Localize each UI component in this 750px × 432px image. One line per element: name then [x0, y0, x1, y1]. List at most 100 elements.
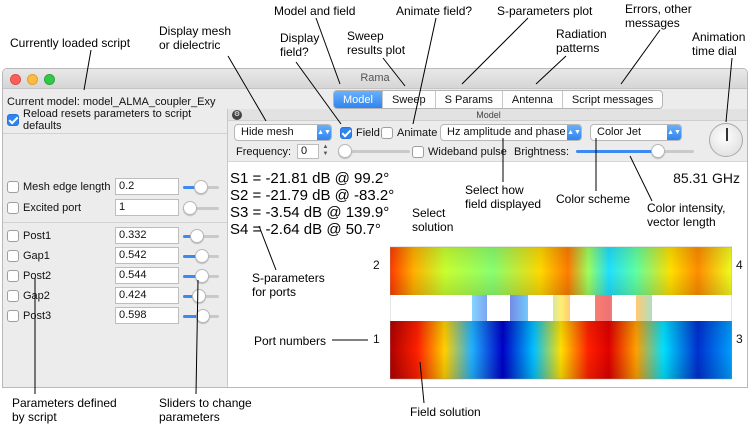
- tab-s-params[interactable]: S Params: [436, 91, 503, 108]
- param-label: Post3: [23, 310, 52, 322]
- port-number: 3: [736, 332, 743, 346]
- frequency-slider-knob[interactable]: [338, 144, 352, 158]
- wideband-label: Wideband pulse: [428, 145, 507, 158]
- post: [390, 295, 472, 321]
- param-slider[interactable]: [183, 201, 219, 215]
- param-value-field[interactable]: 0.544: [115, 267, 179, 284]
- tab-antenna[interactable]: Antenna: [503, 91, 563, 108]
- frequency-readout: 85.31 GHz: [673, 170, 740, 186]
- param-value-field[interactable]: 0.2: [115, 178, 179, 195]
- frequency-input[interactable]: 0: [297, 144, 320, 159]
- param-checkbox[interactable]: [7, 290, 19, 302]
- animate-toggle[interactable]: Animate: [381, 124, 437, 141]
- param-slider-knob[interactable]: [194, 249, 209, 263]
- annotation-port-numbers: Port numbers: [254, 334, 327, 348]
- dial-pointer: [726, 128, 728, 141]
- param-slider-knob[interactable]: [192, 289, 207, 303]
- param-row[interactable]: Gap1: [7, 248, 115, 264]
- param-checkbox[interactable]: [7, 181, 19, 193]
- annotation-select-how: Select how field displayed: [465, 183, 542, 211]
- param-checkbox[interactable]: [7, 202, 19, 214]
- s-param-line: S4 = -2.64 dB @ 50.7°: [230, 221, 381, 238]
- field-toggle[interactable]: Field: [340, 124, 380, 141]
- param-slider-knob[interactable]: [194, 269, 209, 283]
- param-label: Gap1: [23, 250, 50, 262]
- annotation-animation-dial: Animation time dial: [692, 30, 746, 58]
- divider: [3, 133, 227, 134]
- param-row[interactable]: Excited port: [7, 200, 115, 216]
- frequency-stepper[interactable]: ▲ ▼: [322, 144, 329, 157]
- post: [570, 295, 595, 321]
- param-slider[interactable]: [183, 229, 219, 243]
- tab-script-messages[interactable]: Script messages: [571, 94, 654, 106]
- reload-resets-row[interactable]: Reload resets parameters to script defau…: [7, 108, 227, 132]
- plot-area[interactable]: S1 = -21.81 dB @ 99.2° S2 = -21.79 dB @ …: [228, 161, 747, 387]
- param-slider-fill: [183, 186, 198, 189]
- app-window: Rama Model Sweep S Params Antenna Script…: [2, 68, 748, 388]
- param-value-field[interactable]: 0.332: [115, 227, 179, 244]
- s-param-line: S2 = -21.79 dB @ -83.2°: [230, 187, 395, 204]
- param-value-field[interactable]: 0.542: [115, 247, 179, 264]
- param-row[interactable]: Post3: [7, 308, 115, 324]
- param-slider[interactable]: [183, 269, 219, 283]
- frequency-slider[interactable]: [338, 144, 410, 158]
- animate-checkbox[interactable]: [381, 126, 393, 139]
- window-title: Rama: [360, 72, 390, 84]
- annotation-display-field: Display field?: [280, 31, 320, 59]
- divider: [3, 222, 227, 223]
- port-number: 1: [373, 332, 380, 346]
- s-param-line: S1 = -21.81 dB @ 99.2°: [230, 170, 390, 187]
- param-value-field[interactable]: 1: [115, 199, 179, 216]
- model-section-bar: ⚙ Model: [228, 109, 747, 121]
- param-slider[interactable]: [183, 180, 219, 194]
- param-slider-knob[interactable]: [183, 201, 197, 215]
- annotation-field-solution: Field solution: [410, 405, 481, 419]
- param-row[interactable]: Mesh edge length: [7, 179, 115, 195]
- param-checkbox[interactable]: [7, 270, 19, 282]
- param-slider-knob[interactable]: [194, 180, 208, 194]
- param-checkbox[interactable]: [7, 310, 19, 322]
- zoom-window-button[interactable]: [44, 74, 55, 85]
- reload-resets-checkbox[interactable]: [7, 114, 19, 126]
- minimize-window-button[interactable]: [27, 74, 38, 85]
- port-number: 4: [736, 258, 743, 272]
- color-scheme-popup[interactable]: Color Jet ▲▼: [590, 124, 682, 141]
- animation-time-dial[interactable]: [709, 123, 743, 157]
- field-mode-popup[interactable]: Hz amplitude and phase ▲▼: [440, 124, 582, 141]
- param-slider-fill: [183, 275, 199, 278]
- brightness-slider[interactable]: [576, 144, 694, 158]
- annotation-display-mesh: Display mesh or dielectric: [159, 24, 232, 52]
- frequency-label: Frequency:: [236, 145, 292, 158]
- param-row[interactable]: Post2: [7, 268, 115, 284]
- field-label: Field: [356, 126, 380, 139]
- field-solution[interactable]: [390, 245, 732, 385]
- chevron-updown-icon: ▲▼: [317, 125, 331, 140]
- param-value-field[interactable]: 0.598: [115, 307, 179, 324]
- param-slider[interactable]: [183, 309, 219, 323]
- wideband-checkbox[interactable]: [412, 145, 424, 158]
- wideband-toggle[interactable]: Wideband pulse: [412, 143, 507, 160]
- current-model-label: Current model:: [7, 96, 80, 108]
- brightness-slider-knob[interactable]: [650, 144, 665, 158]
- param-slider-fill: [183, 315, 201, 318]
- title-bar: Rama: [3, 69, 747, 89]
- current-model: Current model: model_ALMA_coupler_Exy: [7, 96, 216, 108]
- param-checkbox[interactable]: [7, 230, 19, 242]
- tab-model[interactable]: Model: [334, 91, 383, 108]
- param-row[interactable]: Gap2: [7, 288, 115, 304]
- param-slider-knob[interactable]: [190, 229, 205, 243]
- annotation-color-scheme: Color scheme: [556, 192, 631, 206]
- close-window-button[interactable]: [10, 74, 21, 85]
- field-checkbox[interactable]: [340, 126, 352, 139]
- param-slider-knob[interactable]: [196, 309, 211, 323]
- param-row[interactable]: Post1: [7, 228, 115, 244]
- tab-sweep[interactable]: Sweep: [383, 91, 436, 108]
- post: [612, 295, 636, 321]
- param-checkbox[interactable]: [7, 250, 19, 262]
- main-tab-bar: Model Sweep S Params Antenna Script mess…: [333, 90, 664, 109]
- annotation-currently-loaded-script: Currently loaded script: [10, 36, 131, 50]
- param-value-field[interactable]: 0.424: [115, 287, 179, 304]
- mesh-display-popup[interactable]: Hide mesh ▲▼: [234, 124, 332, 141]
- param-slider[interactable]: [183, 249, 219, 263]
- param-slider[interactable]: [183, 289, 219, 303]
